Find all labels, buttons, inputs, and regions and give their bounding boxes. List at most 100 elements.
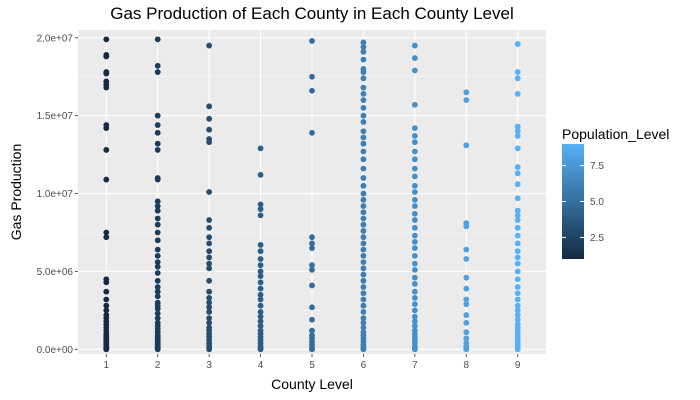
data-point — [206, 103, 213, 110]
data-point — [411, 288, 418, 295]
data-point — [309, 87, 315, 94]
data-point — [154, 36, 161, 43]
data-point — [309, 327, 315, 334]
data-point — [206, 234, 213, 241]
data-point — [206, 319, 213, 326]
data-point — [514, 128, 521, 135]
data-point — [360, 324, 367, 331]
data-point — [309, 266, 315, 273]
data-point — [206, 248, 213, 255]
legend-tick-label: 7.5 — [590, 161, 604, 172]
data-point — [103, 53, 110, 60]
data-point — [206, 115, 213, 122]
data-point — [360, 175, 367, 181]
data-point — [360, 104, 367, 111]
data-point — [411, 346, 418, 353]
data-point — [463, 319, 470, 326]
data-point — [360, 190, 367, 197]
legend-title: Population_Level — [562, 126, 669, 142]
data-point — [103, 176, 110, 183]
data-points — [103, 36, 521, 353]
data-point — [514, 296, 521, 303]
data-point — [154, 288, 161, 295]
data-point — [257, 212, 264, 219]
data-point — [257, 291, 264, 298]
data-point — [514, 302, 521, 309]
data-point — [411, 260, 418, 267]
data-point — [514, 224, 521, 231]
data-point — [257, 313, 264, 320]
data-point — [411, 133, 418, 139]
data-point — [411, 301, 418, 308]
data-point — [411, 318, 418, 325]
data-point — [154, 310, 161, 317]
data-point — [360, 119, 367, 125]
data-point — [154, 305, 161, 312]
data-point — [103, 307, 110, 314]
data-point — [514, 240, 521, 247]
data-point — [360, 182, 367, 189]
data-point — [257, 171, 264, 178]
data-point — [257, 279, 264, 286]
data-point — [360, 284, 367, 290]
data-point — [360, 69, 367, 75]
data-point — [514, 75, 521, 82]
data-point — [514, 312, 521, 318]
data-point — [411, 217, 418, 223]
data-point — [411, 173, 418, 180]
data-point — [257, 285, 264, 292]
y-tick-label: 5.0e+06 — [37, 267, 74, 278]
data-point — [514, 346, 521, 353]
data-point — [411, 55, 418, 61]
data-point — [257, 201, 264, 208]
data-point — [309, 240, 315, 247]
legend: Population_Level 2.5 5.0 7.5 — [562, 126, 669, 259]
x-tick-label: 9 — [515, 360, 521, 371]
data-point — [411, 252, 418, 259]
data-point — [360, 265, 367, 272]
data-point — [206, 139, 213, 146]
data-point — [360, 319, 367, 326]
data-point — [154, 259, 161, 265]
data-point — [360, 240, 367, 247]
data-point — [206, 265, 213, 272]
data-point — [463, 301, 470, 308]
x-tick-label: 6 — [361, 360, 367, 371]
data-point — [514, 195, 521, 202]
data-point — [411, 42, 418, 49]
data-point — [154, 207, 161, 214]
data-point — [206, 346, 213, 353]
data-point — [463, 97, 470, 103]
x-tick-label: 2 — [155, 360, 161, 371]
data-point — [103, 288, 110, 295]
data-point — [103, 229, 110, 236]
data-point — [360, 203, 367, 209]
data-point — [411, 281, 418, 287]
data-point — [411, 189, 418, 195]
data-point — [514, 217, 521, 223]
x-tick-label: 8 — [464, 360, 470, 371]
data-point — [360, 112, 367, 119]
x-tick-label: 7 — [412, 360, 418, 371]
data-point — [257, 346, 264, 353]
y-tick-label: 1.0e+07 — [37, 189, 74, 200]
data-point — [360, 277, 367, 284]
data-point — [206, 315, 213, 322]
data-point — [360, 290, 367, 297]
data-point — [360, 165, 367, 172]
data-point — [360, 315, 367, 322]
x-tick-label: 4 — [258, 360, 264, 371]
data-point — [257, 145, 264, 152]
data-point — [154, 62, 161, 69]
data-point — [154, 346, 161, 353]
data-point — [360, 128, 367, 135]
data-point — [309, 346, 315, 353]
data-point — [463, 335, 470, 342]
data-point — [257, 256, 264, 262]
data-point — [360, 271, 367, 278]
data-point — [103, 125, 110, 132]
data-point — [154, 122, 161, 128]
data-point — [154, 270, 161, 276]
data-point — [514, 276, 521, 283]
data-point — [514, 316, 521, 323]
